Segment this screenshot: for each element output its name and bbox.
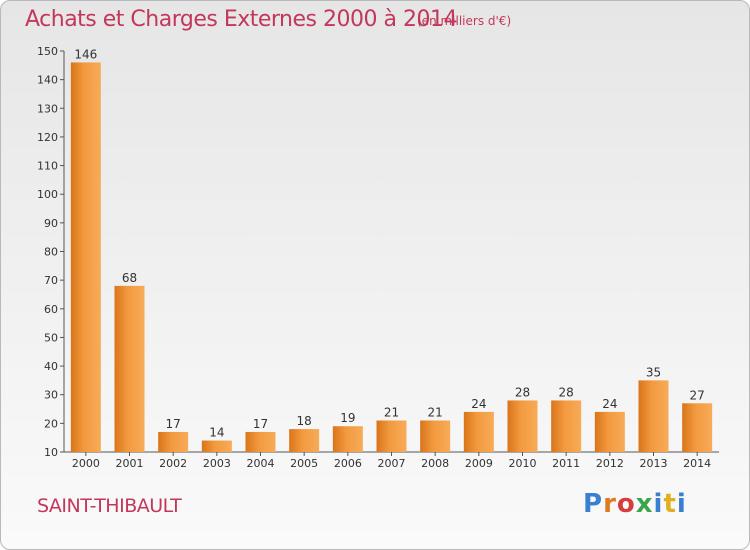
y-tick-label: 30 <box>44 389 58 402</box>
data-label: 18 <box>297 414 312 428</box>
bar <box>682 403 713 452</box>
x-tick-label: 2003 <box>203 457 231 470</box>
chart-title: Achats et Charges Externes 2000 à 2014 <box>25 7 457 32</box>
x-tick-label: 2007 <box>378 457 406 470</box>
y-tick-label: 100 <box>37 188 58 201</box>
data-label: 17 <box>166 417 181 431</box>
bar <box>376 420 407 452</box>
chart-subtitle: (en milliers d'€) <box>417 14 512 28</box>
x-tick-label: 2008 <box>421 457 449 470</box>
bar <box>332 426 363 452</box>
x-tick-label: 2010 <box>509 457 537 470</box>
data-label: 21 <box>384 405 399 419</box>
data-label: 28 <box>559 385 574 399</box>
x-tick-label: 2013 <box>640 457 668 470</box>
x-tick-label: 2011 <box>552 457 580 470</box>
y-tick-label: 130 <box>37 102 58 115</box>
data-label: 35 <box>646 365 661 379</box>
y-tick-label: 110 <box>37 160 58 173</box>
x-tick-label: 2012 <box>596 457 624 470</box>
y-tick-label: 50 <box>44 331 58 344</box>
data-label: 28 <box>515 385 530 399</box>
y-tick-label: 120 <box>37 131 58 144</box>
bar <box>201 440 232 452</box>
data-label: 68 <box>122 271 137 285</box>
bar <box>158 431 189 452</box>
bar <box>245 431 276 452</box>
bar <box>638 380 669 452</box>
x-tick-label: 2006 <box>334 457 362 470</box>
y-tick-label: 10 <box>44 446 58 459</box>
data-label: 146 <box>74 47 97 61</box>
bar <box>594 411 625 452</box>
bar <box>551 400 582 452</box>
data-label: 19 <box>340 411 355 425</box>
y-tick-label: 70 <box>44 274 58 287</box>
y-tick-label: 90 <box>44 217 58 230</box>
bar <box>70 62 101 452</box>
bar <box>289 429 320 452</box>
x-tick-label: 2002 <box>159 457 187 470</box>
bar <box>507 400 538 452</box>
y-tick-label: 40 <box>44 360 58 373</box>
x-tick-label: 2000 <box>72 457 100 470</box>
commune-name: SAINT-THIBAULT <box>37 495 182 517</box>
y-tick-label: 20 <box>44 417 58 430</box>
data-label: 24 <box>471 397 486 411</box>
data-label: 17 <box>253 417 268 431</box>
y-tick-label: 60 <box>44 303 58 316</box>
data-label: 27 <box>690 388 705 402</box>
x-tick-label: 2001 <box>116 457 144 470</box>
bar <box>420 420 451 452</box>
x-tick-label: 2004 <box>247 457 275 470</box>
data-label: 21 <box>428 405 443 419</box>
y-tick-label: 150 <box>37 45 58 58</box>
y-tick-label: 80 <box>44 246 58 259</box>
data-label: 24 <box>602 397 617 411</box>
x-tick-label: 2005 <box>290 457 318 470</box>
y-tick-label: 140 <box>37 74 58 87</box>
x-tick-label: 2009 <box>465 457 493 470</box>
bar <box>463 411 494 452</box>
bar <box>114 285 145 452</box>
data-label: 14 <box>209 426 224 440</box>
proxiti-logo: Proxiti <box>583 489 687 519</box>
x-tick-label: 2014 <box>683 457 711 470</box>
